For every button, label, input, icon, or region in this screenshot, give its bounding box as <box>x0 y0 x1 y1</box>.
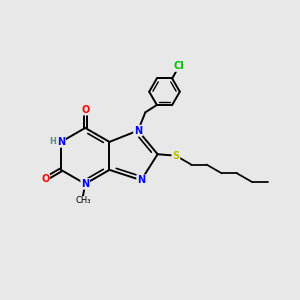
Text: N: N <box>137 175 145 185</box>
Text: N: N <box>81 179 89 189</box>
Text: O: O <box>41 174 49 184</box>
Text: CH₃: CH₃ <box>75 196 91 206</box>
Text: S: S <box>172 151 179 161</box>
Text: Cl: Cl <box>173 61 184 71</box>
Text: O: O <box>81 105 89 115</box>
Text: N: N <box>134 126 142 136</box>
Text: N: N <box>57 137 65 147</box>
Text: H: H <box>49 137 56 146</box>
